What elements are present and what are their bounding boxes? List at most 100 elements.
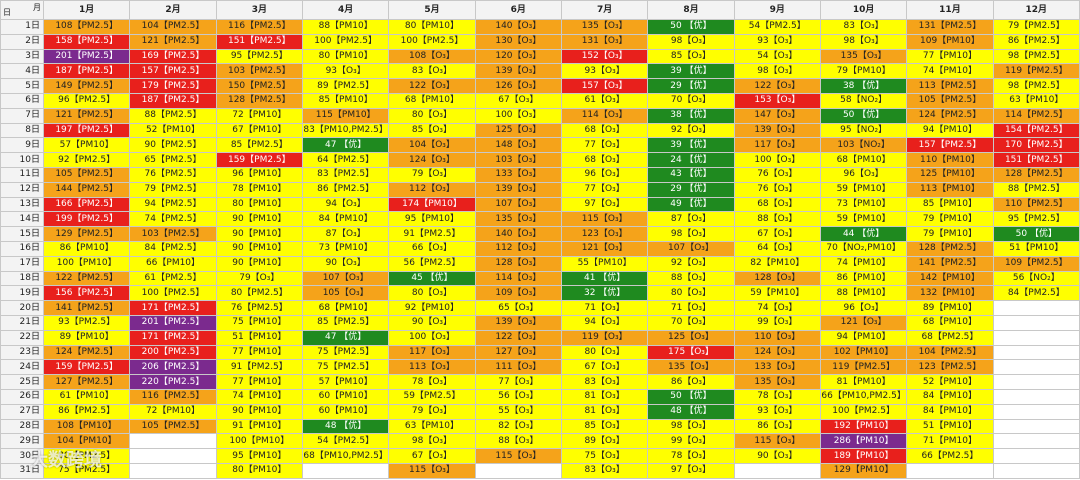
aqi-cell: 120【O₃】: [474, 48, 562, 65]
aqi-cell: 141【PM2.5】: [906, 255, 994, 272]
aqi-cell: 117【O₃】: [733, 137, 821, 154]
aqi-cell: 79【PM2.5】: [992, 19, 1080, 35]
day-row: 13日 166【PM2.5】 94【PM2.5】 80【PM10】 94【O₃】 174【…: [0, 196, 1080, 213]
aqi-cell: 150【PM2.5】: [215, 78, 303, 94]
aqi-cell: 156【PM2.5】: [42, 285, 131, 302]
aqi-cell: 93【O₃】: [733, 403, 821, 420]
aqi-cell: 96【O₃】: [819, 300, 908, 316]
day-label: 24日: [0, 359, 44, 376]
day-label: 1日: [0, 19, 44, 35]
aqi-cell: 135【O₃】: [733, 374, 821, 390]
aqi-cell: 52【PM10】: [129, 122, 217, 139]
aqi-cell: 174【PM10】: [388, 196, 476, 213]
aqi-cell: 56【O₃】: [474, 388, 562, 405]
day-label: 26日: [0, 388, 44, 405]
aqi-cell: 59【PM10】: [819, 211, 908, 228]
aqi-cell: 175【O₃】: [647, 344, 735, 361]
aqi-cell: 89【PM10】: [42, 329, 131, 346]
aqi-cell: 72【PM10】: [215, 107, 303, 124]
aqi-cell: 109【PM2.5】: [992, 255, 1080, 272]
day-label: 4日: [0, 63, 44, 80]
aqi-cell: 85【PM2.5】: [215, 137, 303, 154]
aqi-cell: 124【O₃】: [733, 344, 821, 361]
aqi-cell: 50 【优】: [647, 19, 735, 35]
aqi-cell: 105【PM2.5】: [906, 92, 994, 109]
aqi-cell: 96【PM2.5】: [42, 92, 131, 109]
aqi-cell: 200【PM2.5】: [129, 344, 217, 361]
aqi-cell: 79【O₃】: [388, 403, 476, 420]
empty-cell: [992, 433, 1080, 450]
aqi-cell: 78【O₃】: [388, 374, 476, 390]
aqi-cell: 75【PM2.5】: [301, 344, 390, 361]
aqi-cell: 151【PM2.5】: [215, 33, 303, 50]
aqi-cell: 131【O₃】: [560, 33, 649, 50]
aqi-cell: 114【O₃】: [474, 270, 562, 287]
aqi-cell: 121【O₃】: [560, 240, 649, 257]
aqi-cell: 90【PM10】: [215, 240, 303, 257]
aqi-cell: 128【O₃】: [733, 270, 821, 287]
aqi-cell: 51【PM10】: [906, 418, 994, 435]
aqi-cell: 171【PM2.5】: [129, 329, 217, 346]
aqi-cell: 100【O₃】: [388, 329, 476, 346]
aqi-cell: 201【PM2.5】: [42, 48, 131, 65]
day-row: 12日 144【PM2.5】 79【PM2.5】 78【PM10】 86【PM2.5】 1…: [0, 181, 1080, 198]
aqi-cell: 86【PM2.5】: [42, 403, 131, 420]
aqi-cell: 90【O₃】: [388, 314, 476, 331]
aqi-cell: 159【PM2.5】: [42, 359, 131, 376]
aqi-cell: 90【PM10】: [215, 211, 303, 228]
month-header: 5月: [388, 0, 476, 20]
aqi-cell: 108【O₃】: [388, 48, 476, 65]
aqi-cell: 77【PM10】: [906, 48, 994, 65]
aqi-cell: 170【PM2.5】: [992, 137, 1080, 154]
aqi-cell: 121【PM2.5】: [129, 33, 217, 50]
aqi-cell: 64【O₃】: [733, 240, 821, 257]
aqi-cell: 126【O₃】: [474, 78, 562, 94]
aqi-cell: 122【O₃】: [388, 78, 476, 94]
aqi-cell: 71【O₃】: [560, 300, 649, 316]
aqi-cell: 111【O₃】: [474, 359, 562, 376]
aqi-cell: 75【PM2.5】: [42, 462, 131, 479]
aqi-cell: 56【NO₂】: [992, 270, 1080, 287]
aqi-cell: 54【PM2.5】: [301, 433, 390, 450]
aqi-cell: 98【PM2.5】: [992, 78, 1080, 94]
aqi-cell: 121【PM2.5】: [42, 107, 131, 124]
aqi-cell: 94【PM10】: [906, 122, 994, 139]
month-header: 9月: [733, 0, 821, 20]
aqi-cell: 98【O₃】: [388, 433, 476, 450]
aqi-cell: 115【O₃】: [560, 211, 649, 228]
month-header: 2月: [129, 0, 217, 20]
day-row: 1日 108【PM2.5】 104【PM2.5】 116【PM2.5】 88【PM10】…: [0, 19, 1080, 35]
aqi-cell: 91【PM2.5】: [388, 226, 476, 242]
aqi-cell: 66【PM10,PM2.5】: [819, 388, 908, 405]
aqi-cell: 44 【优】: [819, 226, 908, 242]
aqi-cell: 140【O₃】: [474, 226, 562, 242]
aqi-cell: 51【PM10】: [992, 240, 1080, 257]
aqi-cell: 95【PM2.5】: [992, 211, 1080, 228]
aqi-cell: 103【PM2.5】: [215, 63, 303, 80]
aqi-cell: 88【PM2.5】: [992, 181, 1080, 198]
aqi-cell: 65【PM2.5】: [129, 152, 217, 168]
aqi-cell: 104【PM2.5】: [129, 19, 217, 35]
aqi-cell: 93【PM2.5】: [42, 314, 131, 331]
aqi-cell: 32 【优】: [560, 285, 649, 302]
aqi-cell: 80【PM10】: [215, 196, 303, 213]
aqi-cell: 119【PM2.5】: [992, 63, 1080, 80]
aqi-cell: 109【O₃】: [474, 285, 562, 302]
aqi-cell: 90【PM2.5】: [129, 137, 217, 154]
month-header: 10月: [819, 0, 908, 20]
aqi-cell: 93【O₃】: [560, 63, 649, 80]
day-label: 22日: [0, 329, 44, 346]
month-header: 11月: [906, 0, 994, 20]
aqi-cell: 50 【优】: [819, 107, 908, 124]
aqi-cell: 135【O₃】: [647, 359, 735, 376]
aqi-cell: 65【O₃】: [474, 300, 562, 316]
aqi-cell: 68【PM10】: [301, 300, 390, 316]
aqi-cell: 83【PM10,PM2.5】: [301, 122, 390, 139]
aqi-cell: 105【O₃】: [301, 285, 390, 302]
month-header: 8月: [647, 0, 735, 20]
aqi-cell: 149【PM2.5】: [42, 78, 131, 94]
empty-cell: [129, 448, 217, 464]
aqi-cell: 64【PM2.5】: [301, 152, 390, 168]
empty-cell: [474, 462, 562, 479]
